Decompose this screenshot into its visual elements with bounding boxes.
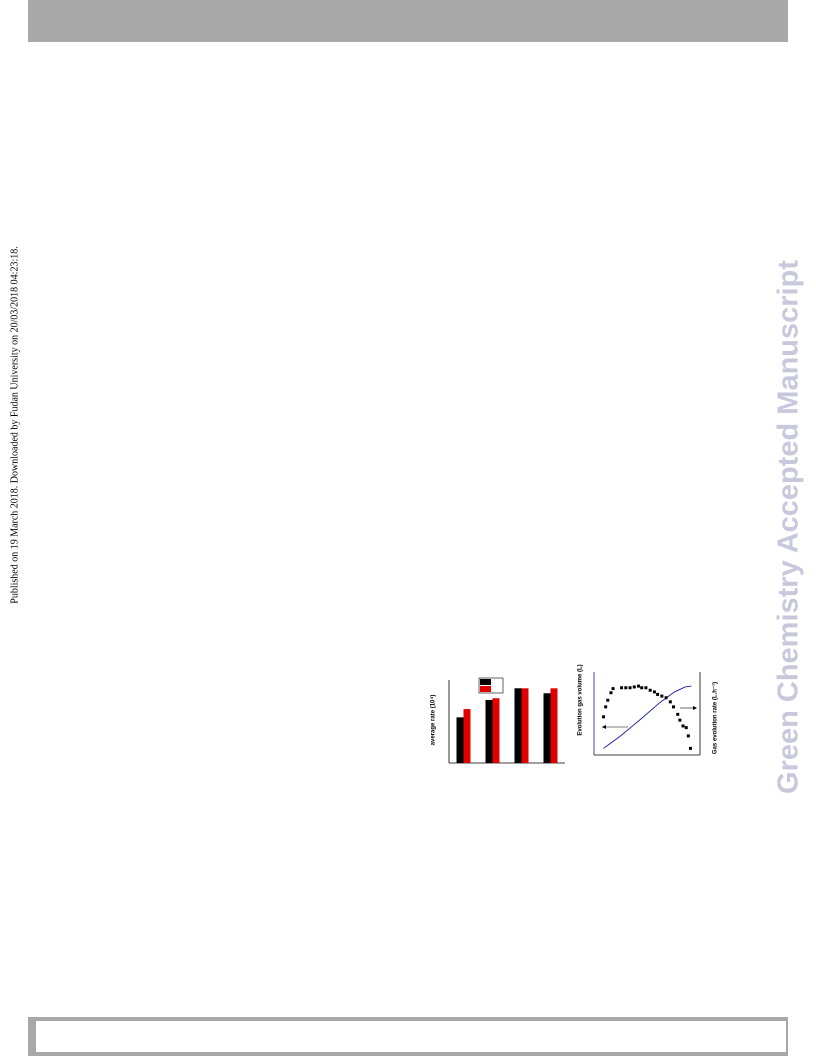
point — [668, 700, 672, 704]
point — [672, 705, 675, 709]
legend-swatch — [480, 686, 491, 692]
point — [628, 686, 632, 690]
bar — [485, 699, 493, 763]
point — [678, 718, 682, 722]
point — [602, 715, 606, 719]
point — [620, 686, 624, 690]
arrow-head — [602, 725, 606, 729]
sidebar-text: Published on 19 March 2018. Downloaded b… — [9, 246, 20, 603]
point — [664, 696, 668, 700]
bar — [492, 698, 500, 763]
point — [640, 686, 644, 690]
point — [648, 688, 652, 692]
point — [688, 746, 692, 750]
bar — [463, 709, 471, 763]
point — [660, 694, 664, 698]
point — [637, 684, 641, 688]
point — [606, 698, 610, 702]
bar — [456, 717, 464, 763]
line — [603, 685, 692, 749]
point — [681, 724, 685, 728]
bar — [550, 688, 558, 763]
point — [609, 691, 613, 695]
point — [644, 686, 648, 690]
watermark: Green Chemistry Accepted Manuscript — [773, 260, 805, 794]
bar — [514, 688, 522, 763]
bar — [543, 693, 551, 763]
point — [624, 686, 628, 690]
point — [686, 734, 690, 738]
y-axis-label: average rate (10⁴) — [431, 695, 437, 746]
point — [656, 692, 660, 696]
point — [611, 687, 615, 691]
point — [604, 705, 608, 709]
y-axis-label: Evolution gas volume (L) — [578, 664, 584, 735]
arrow-head — [693, 706, 697, 710]
point — [632, 685, 636, 689]
bar — [521, 688, 529, 763]
header-bar — [28, 0, 788, 42]
y2-axis-label: Gas evolution rate (L.h⁻¹) — [712, 682, 719, 754]
footer-box — [36, 1021, 786, 1052]
point — [684, 726, 688, 730]
legend-swatch — [480, 679, 491, 685]
point — [652, 690, 656, 694]
point — [676, 712, 680, 716]
